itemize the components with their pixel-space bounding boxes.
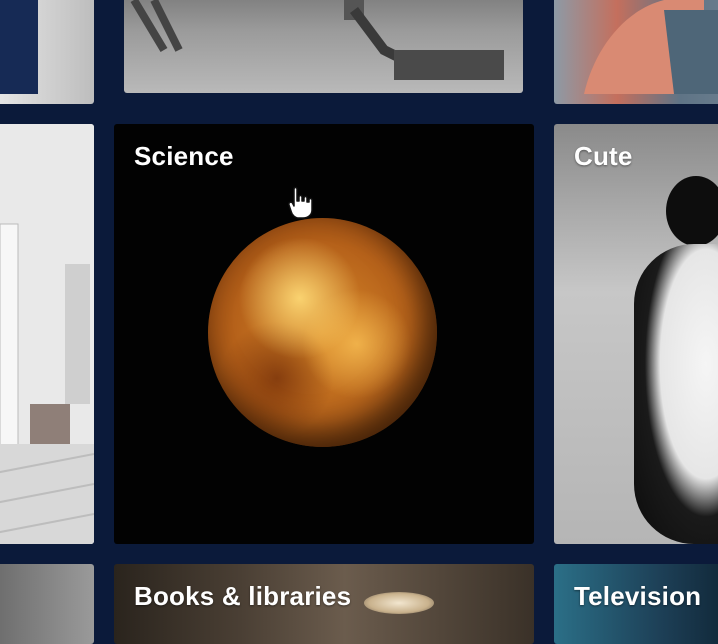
tile-label: Cute (574, 141, 633, 171)
hand-pointer-icon (288, 186, 313, 219)
category-tile-bottom-left[interactable] (0, 564, 94, 644)
category-tile-cute[interactable]: Cute (554, 124, 718, 544)
tile-label: Science (134, 141, 234, 171)
tile-image (0, 124, 94, 544)
category-tile-top-left[interactable] (0, 0, 94, 104)
category-tile-middle-left[interactable] (0, 124, 94, 544)
category-tile-top-center[interactable] (124, 0, 523, 93)
planet-image (208, 218, 437, 447)
category-tile-top-right[interactable] (554, 0, 718, 104)
panda-image (634, 244, 718, 544)
category-tile-science[interactable]: Science (114, 124, 534, 544)
category-tile-books-libraries[interactable]: Books & libraries (114, 564, 534, 644)
chandelier-image (364, 592, 434, 614)
tile-image (130, 0, 504, 80)
category-tile-television[interactable]: Television (554, 564, 718, 644)
tile-image (584, 0, 718, 94)
tile-label: Television (574, 581, 702, 611)
tile-label: Books & libraries (134, 581, 352, 611)
panda-ear-image (666, 176, 718, 246)
tile-image (0, 0, 38, 94)
